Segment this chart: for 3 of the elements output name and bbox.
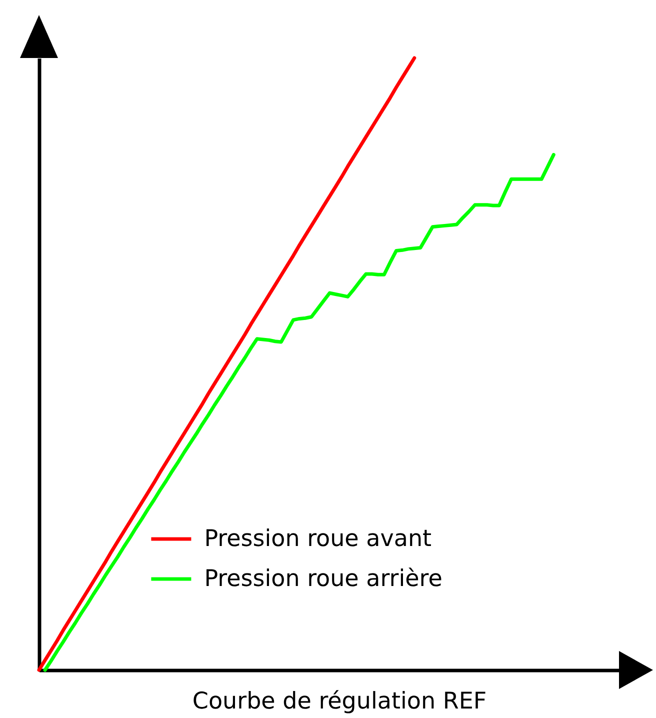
legend-label: Pression roue avant xyxy=(204,526,432,552)
legend-label: Pression roue arrière xyxy=(204,566,442,592)
x-axis-title: Courbe de régulation REF xyxy=(192,688,487,714)
